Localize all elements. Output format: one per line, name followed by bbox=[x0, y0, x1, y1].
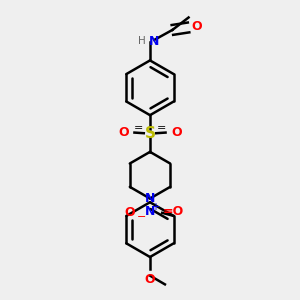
Text: −: − bbox=[137, 212, 146, 222]
Text: =: = bbox=[157, 123, 166, 133]
Text: O: O bbox=[171, 126, 182, 139]
Text: N: N bbox=[145, 192, 155, 205]
Text: S: S bbox=[145, 126, 155, 141]
Text: O: O bbox=[145, 273, 155, 286]
Text: H: H bbox=[138, 36, 145, 46]
Text: O: O bbox=[118, 126, 129, 139]
Text: N: N bbox=[148, 35, 159, 48]
Text: +: + bbox=[152, 202, 159, 212]
Text: =: = bbox=[134, 123, 143, 133]
Text: O: O bbox=[125, 206, 135, 219]
Text: O: O bbox=[191, 20, 202, 33]
Text: =O: =O bbox=[163, 205, 184, 218]
Text: N: N bbox=[145, 205, 156, 218]
